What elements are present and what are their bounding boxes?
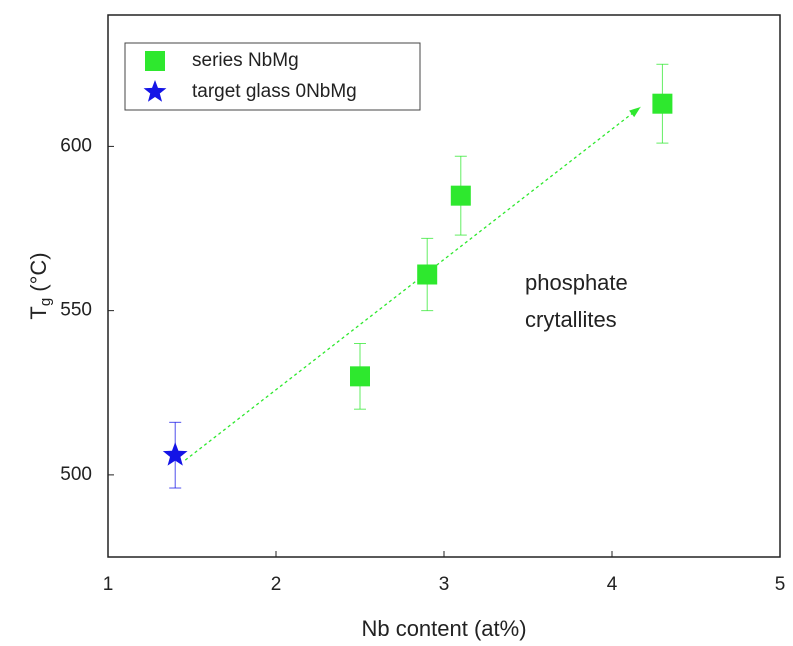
x-tick-label: 1	[103, 574, 114, 595]
y-tick-label: 550	[60, 300, 92, 321]
legend-box	[124, 42, 421, 111]
y-label-unit: (°C)	[26, 252, 51, 297]
y-tick-label: 500	[60, 464, 92, 485]
square-marker	[652, 93, 673, 114]
square-marker	[145, 51, 165, 71]
x-tick-label: 4	[607, 574, 618, 595]
trend-arrow	[184, 106, 641, 461]
square-marker	[350, 366, 370, 387]
star-marker	[143, 80, 167, 102]
square-marker	[450, 185, 471, 206]
square-marker	[417, 264, 438, 285]
x-tick-label: 2	[271, 574, 282, 595]
x-tick-label: 3	[439, 574, 450, 595]
legend-label: target glass 0NbMg	[192, 81, 357, 102]
x-axis-label: Nb content (at%)	[361, 616, 526, 641]
y-label-sub: g	[37, 298, 54, 306]
y-label-main: T	[26, 306, 51, 319]
y-tick-label: 600	[60, 135, 92, 156]
star-marker	[162, 442, 188, 466]
arrow-head	[629, 106, 641, 118]
annotation: phosphate	[525, 270, 628, 295]
x-tick-label: 5	[775, 574, 786, 595]
legend-label: series NbMg	[192, 50, 299, 71]
annotation: crytallites	[525, 307, 617, 332]
y-axis-label: Tg (°C)	[26, 252, 54, 319]
